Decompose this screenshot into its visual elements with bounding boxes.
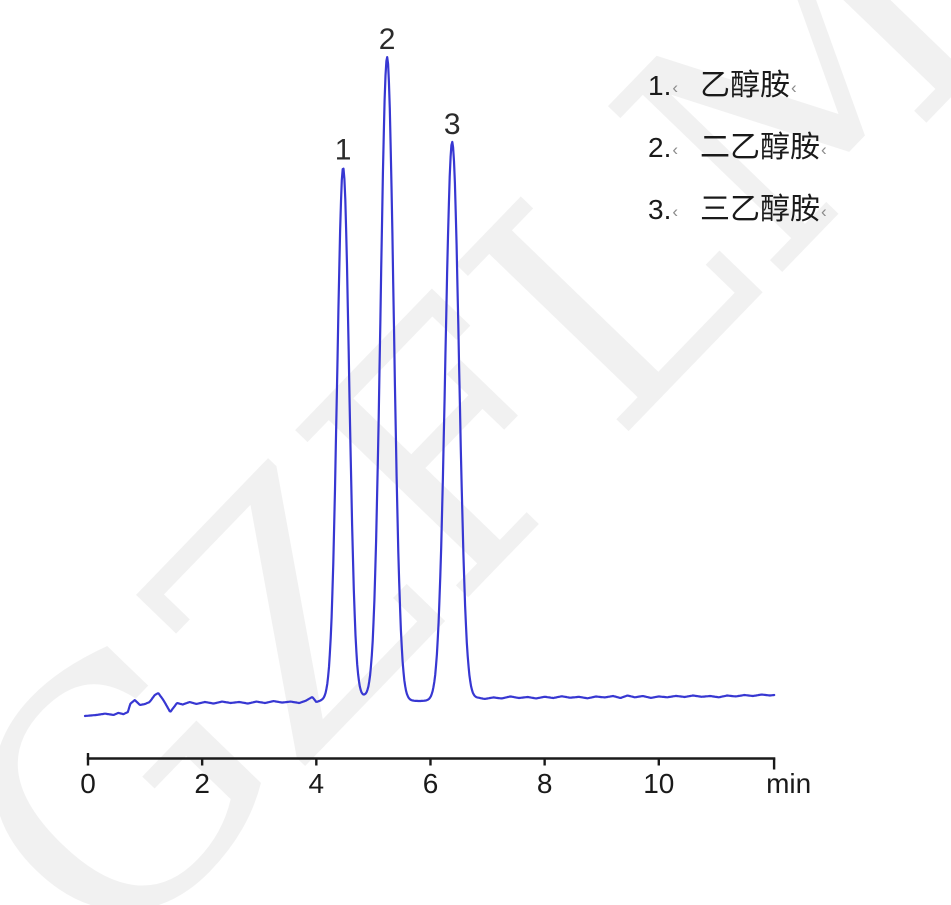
legend-item-name: 三乙醇胺 (700, 193, 821, 226)
x-axis-tick-label: 8 (537, 768, 553, 799)
format-mark: ‹ (672, 78, 679, 97)
chromatogram-trace (83, 55, 776, 718)
format-mark: ‹ (821, 140, 827, 159)
x-axis: 0 2 4 6 8 10 min (80, 753, 811, 799)
x-axis-tick-label: 10 (643, 768, 674, 799)
x-axis-tick-label: 6 (423, 768, 439, 799)
legend-item-3: 3. ‹ 三乙醇胺 ‹ (648, 184, 827, 226)
legend-item-number: 1. (648, 70, 672, 101)
legend-item-name: 乙醇胺 (700, 69, 791, 102)
legend-item-2: 2. ‹ 二乙醇胺 ‹ (648, 122, 827, 164)
x-axis-tick-label: 0 (80, 768, 96, 799)
x-axis-tick-label: 4 (309, 768, 325, 799)
format-mark: ‹ (672, 140, 679, 159)
x-axis-unit-label: min (766, 768, 811, 799)
format-mark: ‹ (791, 78, 797, 97)
peak-labels: 1 2 3 (335, 23, 461, 167)
peak-legend: 1. ‹ 乙醇胺 ‹ 2. ‹ 二乙醇胺 ‹ 3. ‹ 三乙醇胺 ‹ (648, 60, 827, 246)
format-mark: ‹ (672, 202, 679, 221)
legend-item-number: 3. (648, 194, 672, 225)
x-axis-tick-label: 2 (194, 768, 210, 799)
format-mark: ‹ (821, 202, 827, 221)
legend-item-name: 二乙醇胺 (700, 131, 821, 164)
peak-label-2: 2 (379, 23, 396, 56)
peak-label-1: 1 (335, 134, 352, 167)
legend-item-number: 2. (648, 132, 672, 163)
legend-item-1: 1. ‹ 乙醇胺 ‹ (648, 60, 827, 102)
peak-label-3: 3 (444, 108, 461, 141)
